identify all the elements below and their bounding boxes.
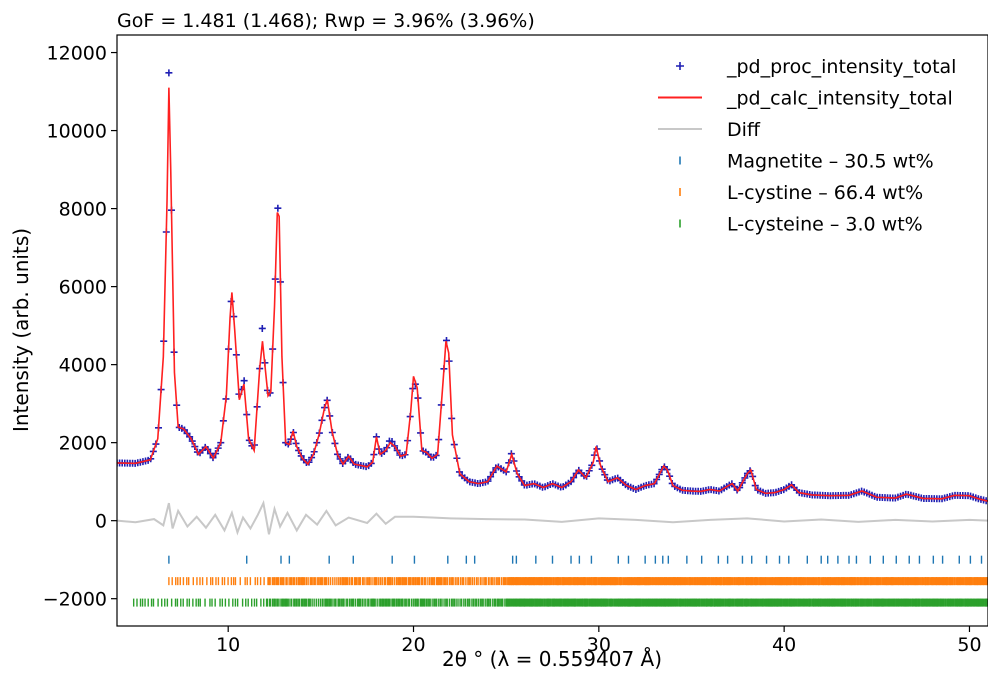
legend-label: Diff [727,119,761,141]
x-tick-label: 10 [216,634,240,656]
l-cystine-reflections [168,577,988,586]
x-axis-label: 2θ ° (λ = 0.559407 Å) [442,647,662,671]
observed-point [274,204,282,212]
y-tick-label: 6000 [59,277,107,299]
observed-markers [117,69,988,505]
legend-entry: Diff [658,119,761,141]
legend-label: L-cystine – 66.4 wt% [727,182,923,204]
legend: _pd_proc_intensity_total _pd_calc_intensi… [658,56,956,236]
legend-entry: _pd_proc_intensity_total [676,56,956,78]
y-axis: −2000 0 2000 4000 6000 8000 10000 12000 [43,43,117,611]
plot-content [117,69,988,607]
chart-title: GoF = 1.481 (1.468); Rwp = 3.96% (3.96%) [117,10,535,32]
legend-entry: _pd_calc_intensity_total [658,88,953,110]
observed-point [165,69,173,77]
calculated-curve [117,87,988,502]
diff-curve [117,499,988,536]
legend-marker [676,62,684,70]
legend-entry: L-cystine – 66.4 wt% [679,182,923,204]
magnetite-reflections [168,555,983,564]
x-axis: 10 20 30 40 50 [216,626,982,656]
x-tick-label: 20 [401,634,425,656]
y-tick-label: 8000 [59,199,107,221]
y-tick-label: 12000 [47,43,107,65]
legend-entry: Magnetite – 30.5 wt% [679,151,934,173]
observed-point [258,324,266,332]
plot-frame [116,34,988,627]
legend-label: _pd_proc_intensity_total [726,56,956,78]
y-tick-label: 10000 [47,121,107,143]
legend-label: Magnetite – 30.5 wt% [727,151,934,173]
l-cysteine-reflections [132,598,988,607]
legend-label: L-cysteine – 3.0 wt% [727,214,923,236]
y-tick-label: 2000 [59,433,107,455]
legend-label: _pd_calc_intensity_total [726,88,953,110]
plot-area [117,69,988,607]
y-tick-label: −2000 [43,589,107,611]
legend-entry: L-cysteine – 3.0 wt% [679,214,923,236]
y-tick-label: 4000 [59,355,107,377]
observed-point [240,377,248,385]
y-axis-label: Intensity (arb. units) [9,228,33,432]
x-tick-label: 50 [957,634,981,656]
x-tick-label: 30 [587,634,611,656]
x-tick-label: 40 [772,634,796,656]
y-tick-label: 0 [95,511,107,533]
